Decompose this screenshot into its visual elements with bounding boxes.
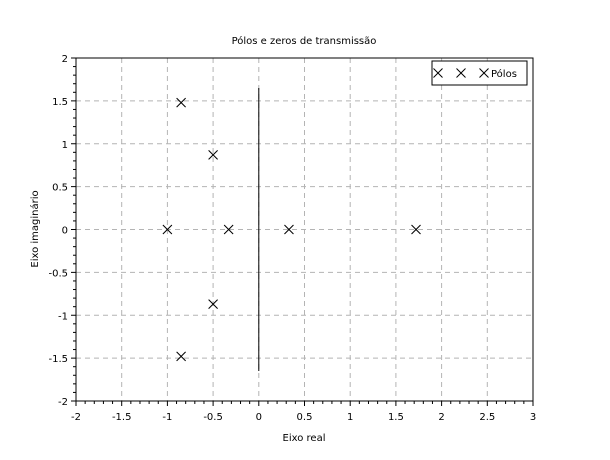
marker-stroke bbox=[176, 97, 186, 108]
x-tick-label: -0.5 bbox=[203, 412, 223, 423]
chart-title: Pólos e zeros de transmissão bbox=[232, 35, 377, 47]
pole-marker bbox=[208, 150, 218, 160]
y-tick-label: -0.5 bbox=[48, 268, 68, 279]
marker-stroke bbox=[162, 224, 173, 235]
x-tick-label: 2 bbox=[438, 412, 444, 423]
legend: Pólos bbox=[431, 60, 528, 86]
marker-stroke bbox=[223, 224, 234, 235]
legend-marker bbox=[479, 68, 489, 78]
legend-label: Pólos bbox=[491, 68, 517, 80]
marker-stroke bbox=[176, 351, 186, 362]
marker-stroke bbox=[479, 68, 489, 78]
legend-marker bbox=[456, 68, 466, 78]
marker-stroke bbox=[411, 224, 421, 235]
y-tick-label: 1.5 bbox=[52, 97, 68, 108]
pole-marker bbox=[411, 224, 421, 235]
x-tick-label: 1 bbox=[347, 412, 353, 423]
y-tick-label: -1.5 bbox=[48, 354, 68, 365]
pole-marker bbox=[223, 224, 234, 235]
y-tick-label: -2 bbox=[58, 397, 68, 408]
legend-marker-group bbox=[433, 68, 489, 78]
y-tick-label: 1 bbox=[62, 140, 68, 151]
pole-marker bbox=[208, 299, 218, 309]
x-tick-label: 1.5 bbox=[388, 412, 404, 423]
marker-stroke bbox=[208, 299, 218, 309]
legend-marker bbox=[433, 68, 443, 78]
x-tick-label: 3 bbox=[530, 412, 536, 423]
pole-marker bbox=[162, 224, 173, 235]
pole-marker bbox=[176, 97, 186, 108]
y-tick-label: -1 bbox=[58, 311, 68, 322]
y-tick-label: 0 bbox=[62, 226, 68, 237]
marker-stroke bbox=[456, 68, 466, 78]
y-axis-label: Eixo imaginário bbox=[29, 190, 41, 267]
x-axis-label: Eixo real bbox=[283, 433, 326, 444]
x-tick-label: 0.5 bbox=[297, 412, 313, 423]
marker-stroke bbox=[208, 150, 218, 160]
legend-box bbox=[431, 60, 528, 86]
x-tick-label: -2 bbox=[71, 412, 81, 423]
pole-marker bbox=[284, 224, 294, 235]
x-tick-label: -1.5 bbox=[112, 412, 132, 423]
x-tick-label: 0 bbox=[256, 412, 262, 423]
pole-marker bbox=[176, 351, 186, 362]
axis-ticks: -2 -1.5 -1 -0.5 0 0.5 1 1.5 2 2.5 3 -2 -1.5 -1 -0.5 0 0.… bbox=[48, 54, 536, 423]
y-tick-label: 0.5 bbox=[52, 183, 68, 194]
marker-stroke bbox=[284, 224, 294, 235]
y-tick-label: 2 bbox=[62, 54, 68, 65]
x-tick-label: -1 bbox=[162, 412, 172, 423]
pole-markers bbox=[162, 97, 421, 362]
marker-stroke bbox=[433, 68, 443, 78]
x-tick-label: 2.5 bbox=[479, 412, 495, 423]
